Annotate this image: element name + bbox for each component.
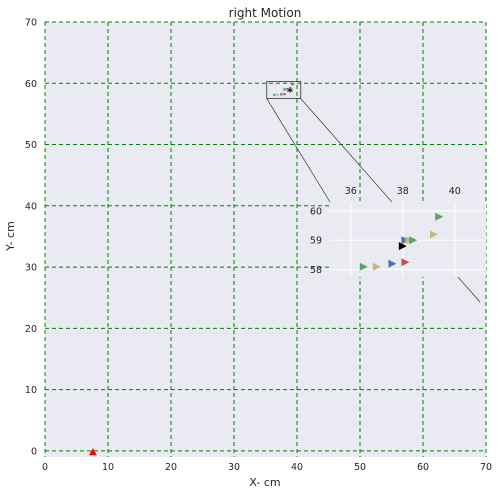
inset-data-point — [372, 262, 381, 271]
y-tick-label: 20 — [25, 324, 37, 335]
chart-title: right Motion — [229, 6, 302, 20]
zoom-connector-left — [266, 98, 331, 203]
inset-y-tick-label: 60 — [310, 206, 322, 217]
inset-data-point — [435, 212, 444, 221]
data-point-marker — [291, 82, 295, 87]
data-point-marker — [283, 92, 287, 96]
x-axis-label: X- cm — [249, 476, 280, 489]
y-tick-label: 70 — [25, 18, 37, 29]
zoom-region-box — [266, 81, 302, 99]
inset-y-tick-label: 59 — [310, 236, 322, 247]
inset-x-tick-label: 36 — [345, 186, 357, 197]
x-tick-label: 0 — [42, 462, 48, 473]
inset-data-point — [409, 236, 418, 245]
x-tick-label: 40 — [291, 462, 303, 473]
x-tick-label: 30 — [228, 462, 240, 473]
data-point-marker — [285, 87, 289, 91]
inset-data-point — [398, 242, 407, 251]
inset-data-point — [388, 259, 397, 268]
data-point-marker — [273, 93, 277, 97]
x-tick-label: 60 — [417, 462, 429, 473]
data-point-marker — [290, 86, 294, 90]
inset-data-point — [359, 262, 368, 271]
x-tick-label: 50 — [354, 462, 366, 473]
inset-axes: 36 38 40 58 59 60 — [310, 186, 486, 277]
inset-x-tick-label: 38 — [397, 186, 409, 197]
y-tick-label: 60 — [25, 79, 37, 90]
y-tick-label: 40 — [25, 201, 37, 212]
data-point-triangle — [88, 448, 97, 456]
data-point-star: * — [287, 85, 294, 99]
x-tick-label: 70 — [480, 462, 492, 473]
inset-data-point — [430, 230, 438, 239]
x-tick-label: 20 — [165, 462, 177, 473]
data-point-marker — [276, 93, 280, 97]
y-tick-label: 50 — [25, 140, 37, 151]
inset-y-tick-label: 58 — [310, 265, 322, 276]
data-point-marker — [280, 92, 284, 96]
x-tick-label: 10 — [102, 462, 114, 473]
y-tick-label: 0 — [31, 446, 37, 457]
y-tick-label: 30 — [25, 263, 37, 274]
inset-data-point — [401, 258, 410, 267]
y-axis-label: Y- cm — [4, 221, 17, 252]
y-tick-label: 10 — [25, 385, 37, 396]
inset-x-tick-label: 40 — [449, 186, 461, 197]
